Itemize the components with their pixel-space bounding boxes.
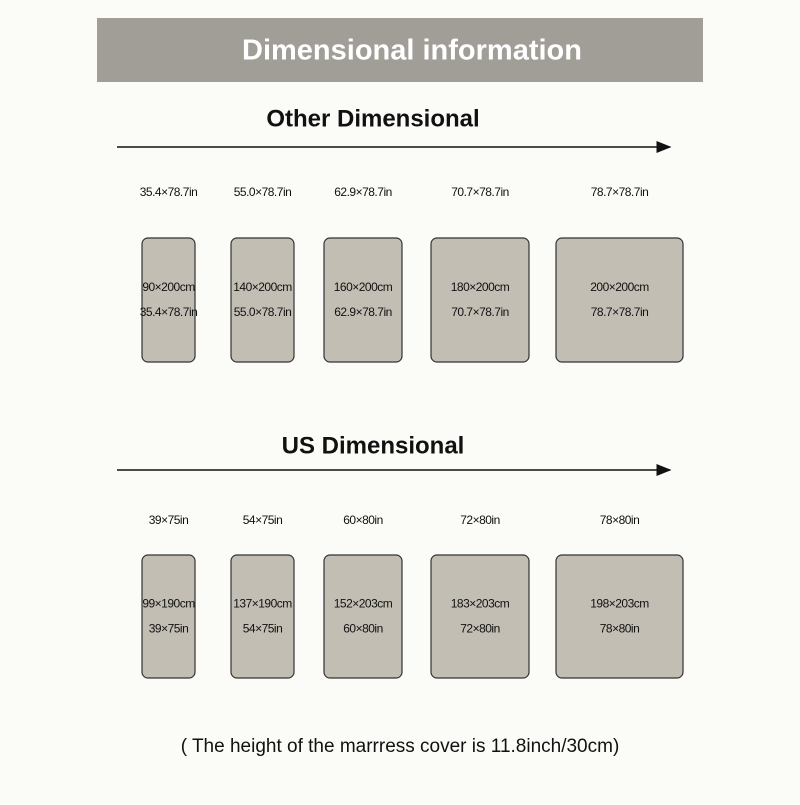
size-cm: 183×203cm <box>451 597 510 611</box>
size-inches: 35.4×78.7in <box>140 305 198 319</box>
size-label: 54×75in <box>243 513 283 527</box>
size-cm: 137×190cm <box>233 597 292 611</box>
mattress-box <box>430 237 530 363</box>
size-label: 70.7×78.7in <box>451 185 509 199</box>
mattress-box <box>555 237 684 363</box>
mattress-box <box>230 554 295 679</box>
mattress-box <box>555 554 684 679</box>
size-label: 39×75in <box>149 513 189 527</box>
size-label: 55.0×78.7in <box>234 185 292 199</box>
mattress-box <box>141 237 196 363</box>
size-cm: 90×200cm <box>142 280 195 294</box>
mattress-box <box>230 237 295 363</box>
size-label: 62.9×78.7in <box>334 185 392 199</box>
size-label: 60×80in <box>343 513 383 527</box>
mattress-box <box>323 554 403 679</box>
size-label: 78.7×78.7in <box>591 185 649 199</box>
section-title: US Dimensional <box>282 432 465 459</box>
size-label: 72×80in <box>460 513 500 527</box>
size-cm: 180×200cm <box>451 280 510 294</box>
size-cm: 200×200cm <box>590 280 649 294</box>
size-inches: 55.0×78.7in <box>234 305 292 319</box>
size-label: 78×80in <box>600 513 640 527</box>
size-inches: 54×75in <box>243 622 283 636</box>
size-inches: 62.9×78.7in <box>334 305 392 319</box>
size-cm: 152×203cm <box>334 597 393 611</box>
mattress-box <box>430 554 530 679</box>
size-inches: 78.7×78.7in <box>591 305 649 319</box>
size-label: 35.4×78.7in <box>140 185 198 199</box>
footer-note: ( The height of the marrress cover is 11… <box>181 736 620 757</box>
size-cm: 198×203cm <box>590 597 649 611</box>
mattress-box <box>323 237 403 363</box>
size-inches: 39×75in <box>149 622 189 636</box>
header-title: Dimensional information <box>242 35 582 67</box>
size-cm: 160×200cm <box>334 280 393 294</box>
size-inches: 70.7×78.7in <box>451 305 509 319</box>
size-inches: 60×80in <box>343 622 383 636</box>
header-bar <box>97 18 703 82</box>
size-cm: 99×190cm <box>142 597 195 611</box>
size-inches: 78×80in <box>600 622 640 636</box>
size-cm: 140×200cm <box>233 280 292 294</box>
section-title: Other Dimensional <box>266 105 479 132</box>
size-inches: 72×80in <box>460 622 500 636</box>
mattress-box <box>141 554 196 679</box>
